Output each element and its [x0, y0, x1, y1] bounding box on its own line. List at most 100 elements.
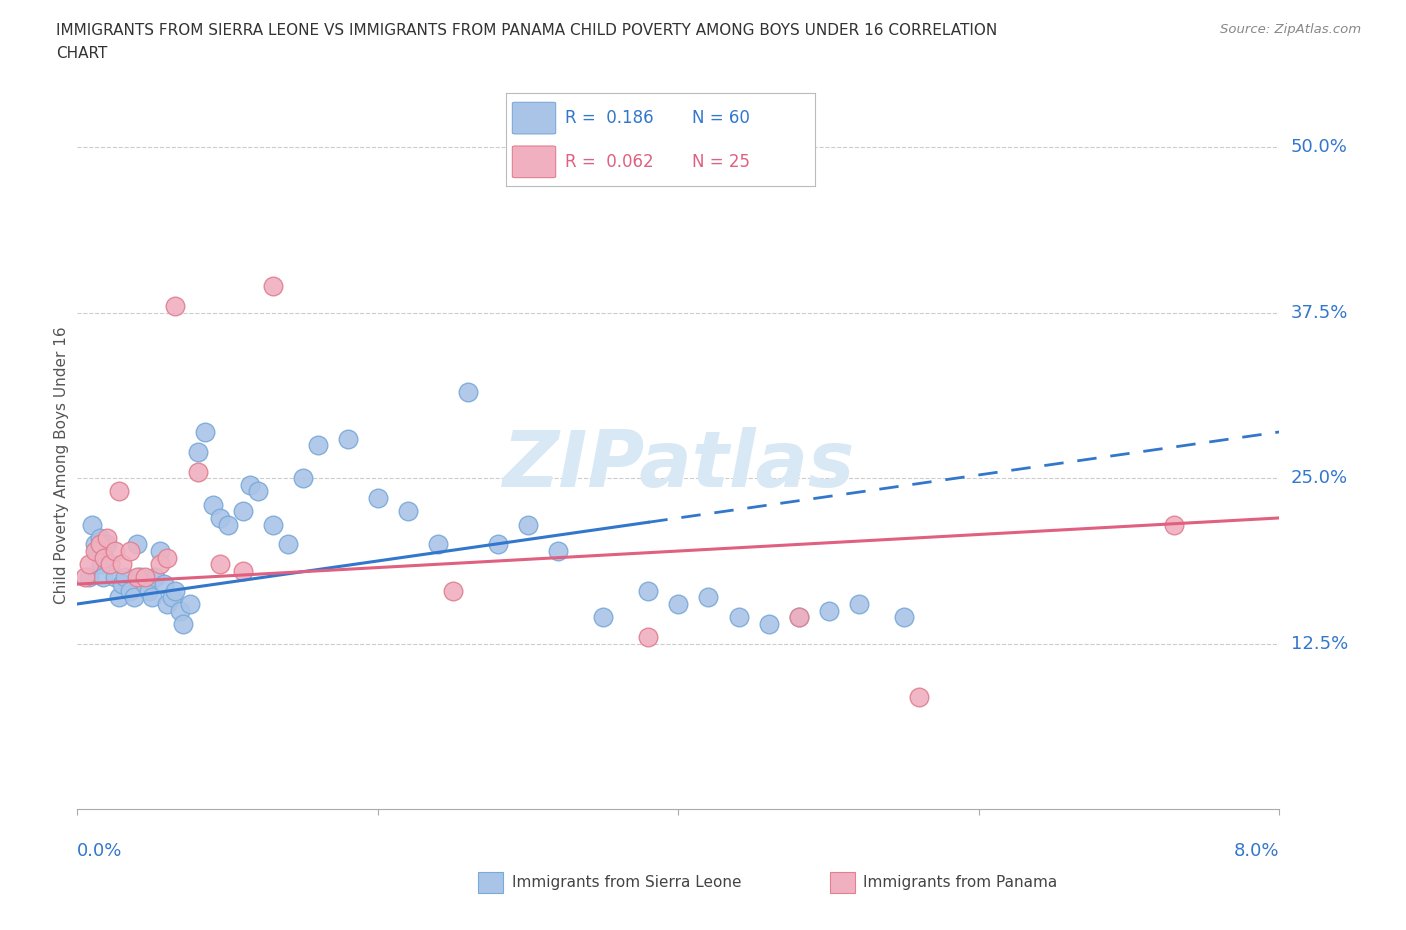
- Point: [239, 477, 262, 492]
- Point: [124, 590, 146, 604]
- Point: [787, 610, 810, 625]
- Bar: [478, 872, 503, 893]
- Point: [547, 543, 569, 558]
- Point: [367, 491, 389, 506]
- Point: [100, 557, 122, 572]
- Point: [138, 583, 160, 598]
- Point: [246, 484, 269, 498]
- Point: [134, 577, 156, 591]
- Point: [156, 551, 179, 565]
- Text: N = 25: N = 25: [692, 153, 749, 171]
- Point: [141, 590, 163, 604]
- Point: [848, 596, 870, 611]
- Point: [82, 517, 104, 532]
- Text: 8.0%: 8.0%: [1234, 842, 1279, 860]
- Point: [153, 577, 176, 591]
- Point: [186, 445, 209, 459]
- Bar: [830, 872, 855, 893]
- Point: [262, 517, 284, 532]
- Point: [118, 543, 141, 558]
- Point: [84, 543, 107, 558]
- Text: Immigrants from Sierra Leone: Immigrants from Sierra Leone: [512, 875, 741, 890]
- Point: [517, 517, 540, 532]
- Y-axis label: Child Poverty Among Boys Under 16: Child Poverty Among Boys Under 16: [53, 326, 69, 604]
- Point: [427, 537, 450, 551]
- Point: [336, 432, 359, 446]
- Point: [486, 537, 509, 551]
- Text: 0.0%: 0.0%: [77, 842, 122, 860]
- Point: [160, 590, 183, 604]
- Point: [96, 537, 118, 551]
- Point: [441, 583, 464, 598]
- Point: [118, 583, 141, 598]
- FancyBboxPatch shape: [512, 102, 555, 134]
- Point: [262, 279, 284, 294]
- Point: [457, 385, 479, 400]
- Point: [96, 530, 118, 545]
- Point: [396, 504, 419, 519]
- Point: [79, 570, 101, 585]
- Point: [893, 610, 915, 625]
- Text: 12.5%: 12.5%: [1291, 634, 1348, 653]
- Text: R =  0.062: R = 0.062: [565, 153, 654, 171]
- Point: [307, 438, 329, 453]
- Point: [111, 577, 134, 591]
- Point: [908, 689, 931, 704]
- Point: [232, 564, 254, 578]
- Point: [129, 570, 152, 585]
- Point: [145, 570, 167, 585]
- Point: [1163, 517, 1185, 532]
- Text: 25.0%: 25.0%: [1291, 470, 1348, 487]
- Point: [108, 484, 131, 498]
- Point: [163, 583, 186, 598]
- Point: [79, 557, 101, 572]
- Point: [209, 557, 232, 572]
- Text: Immigrants from Panama: Immigrants from Panama: [863, 875, 1057, 890]
- Point: [93, 551, 115, 565]
- Point: [100, 557, 122, 572]
- Point: [637, 630, 659, 644]
- Point: [186, 464, 209, 479]
- Point: [114, 570, 136, 585]
- Text: ZIPatlas: ZIPatlas: [502, 427, 855, 503]
- Point: [637, 583, 659, 598]
- Point: [217, 517, 239, 532]
- Point: [172, 617, 194, 631]
- Text: CHART: CHART: [56, 46, 108, 61]
- Point: [169, 604, 191, 618]
- FancyBboxPatch shape: [512, 146, 555, 178]
- Point: [201, 498, 224, 512]
- Point: [149, 557, 172, 572]
- Point: [758, 617, 780, 631]
- Text: N = 60: N = 60: [692, 109, 749, 127]
- Point: [73, 570, 96, 585]
- Point: [149, 543, 172, 558]
- Text: IMMIGRANTS FROM SIERRA LEONE VS IMMIGRANTS FROM PANAMA CHILD POVERTY AMONG BOYS : IMMIGRANTS FROM SIERRA LEONE VS IMMIGRAN…: [56, 23, 997, 38]
- Text: 50.0%: 50.0%: [1291, 139, 1347, 156]
- Text: 37.5%: 37.5%: [1291, 304, 1348, 322]
- Point: [104, 570, 127, 585]
- Point: [108, 590, 131, 604]
- Point: [817, 604, 839, 618]
- Point: [84, 537, 107, 551]
- Point: [179, 596, 201, 611]
- Point: [697, 590, 720, 604]
- Point: [156, 596, 179, 611]
- Point: [93, 551, 115, 565]
- Text: R =  0.186: R = 0.186: [565, 109, 654, 127]
- Point: [86, 543, 108, 558]
- Point: [163, 299, 186, 313]
- Point: [727, 610, 749, 625]
- Point: [277, 537, 299, 551]
- Text: Source: ZipAtlas.com: Source: ZipAtlas.com: [1220, 23, 1361, 36]
- Point: [134, 570, 156, 585]
- Point: [127, 537, 149, 551]
- Point: [127, 570, 149, 585]
- Point: [89, 530, 111, 545]
- Point: [232, 504, 254, 519]
- Point: [787, 610, 810, 625]
- Point: [104, 543, 127, 558]
- Point: [89, 537, 111, 551]
- Point: [291, 471, 314, 485]
- Point: [91, 570, 114, 585]
